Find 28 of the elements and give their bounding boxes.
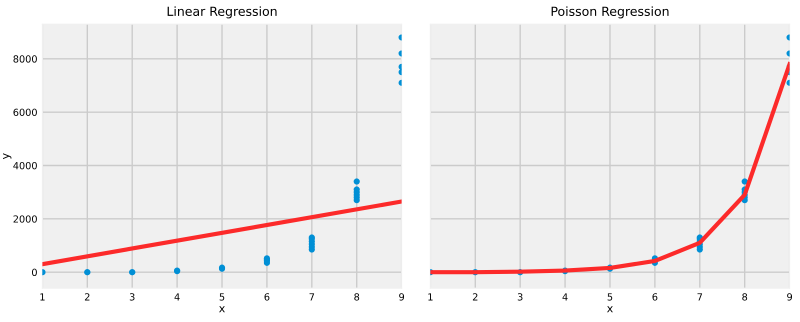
x-tick-label: 7 [697,293,702,300]
y-axis-title: y [3,153,12,160]
x-tick-label: 5 [220,293,224,301]
x-tick-label: 7 [310,293,314,300]
x-tick-label: 9 [399,293,404,301]
x-axis-title: x [607,306,613,312]
y-tick-label: 2000 [14,215,37,223]
y-tick-label: 8000 [13,55,37,63]
y-tick-label: 6000 [13,108,37,116]
x-tick-label: 6 [652,293,658,301]
x-tick-label: 5 [608,293,612,301]
x-tick-label: 2 [84,293,90,300]
x-tick-label: 1 [40,293,45,300]
x-tick-label: 4 [174,293,180,300]
chart-title: Linear Regression [168,6,277,18]
x-tick-label: 6 [264,293,270,301]
x-tick-label: 4 [562,293,568,300]
y-tick-label: 4000 [13,162,37,170]
x-tick-label: 8 [354,293,360,301]
chart-title: Poisson Regression [552,6,668,18]
y-tick-label: 0 [32,268,37,276]
x-axis-title: x [219,306,225,312]
x-tick-label: 1 [428,293,433,300]
x-tick-label: 9 [787,293,792,301]
x-tick-label: 3 [130,293,135,301]
x-tick-label: 8 [742,293,748,301]
x-tick-label: 2 [472,293,478,300]
x-tick-label: 3 [518,293,522,301]
